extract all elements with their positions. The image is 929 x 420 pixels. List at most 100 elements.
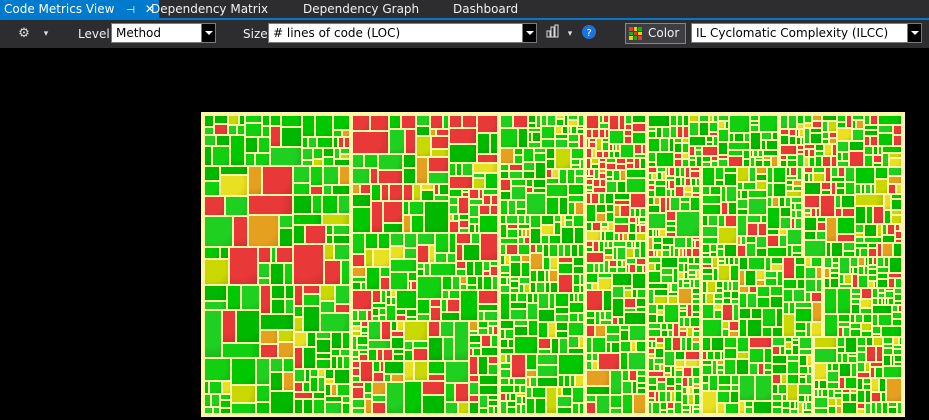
treemap-cell[interactable] <box>270 126 281 147</box>
treemap-cell[interactable] <box>513 115 528 128</box>
treemap-cell[interactable] <box>632 115 646 123</box>
treemap-cell[interactable] <box>728 281 732 291</box>
treemap-cell[interactable] <box>891 199 902 210</box>
treemap-cell[interactable] <box>586 263 594 273</box>
treemap-cell[interactable] <box>702 146 718 156</box>
treemap-cell[interactable] <box>260 285 271 314</box>
treemap-cell[interactable] <box>488 321 498 326</box>
treemap-cell[interactable] <box>320 301 335 313</box>
treemap-cell[interactable] <box>828 389 834 398</box>
treemap-cell[interactable] <box>609 115 619 130</box>
treemap-cell[interactable] <box>577 129 584 134</box>
treemap-cell[interactable] <box>220 394 231 400</box>
treemap-cell[interactable] <box>830 268 839 273</box>
treemap-cell[interactable] <box>613 241 626 247</box>
treemap-cell[interactable] <box>681 337 686 351</box>
treemap-cell[interactable] <box>739 375 755 401</box>
treemap-cell[interactable] <box>361 327 368 333</box>
treemap-cell[interactable] <box>541 235 549 244</box>
treemap-cell[interactable] <box>360 361 373 382</box>
treemap-cell[interactable] <box>293 195 312 214</box>
treemap-cell[interactable] <box>668 292 678 296</box>
treemap-cell[interactable] <box>293 225 305 244</box>
treemap-cell[interactable] <box>864 115 870 125</box>
treemap-cell[interactable] <box>864 146 873 155</box>
treemap-cell[interactable] <box>872 326 881 334</box>
treemap-cell[interactable] <box>702 304 714 319</box>
treemap-cell[interactable] <box>692 248 700 257</box>
treemap-cell[interactable] <box>799 377 806 384</box>
treemap-cell[interactable] <box>812 302 822 322</box>
treemap-cell[interactable] <box>737 352 749 359</box>
treemap-cell[interactable] <box>556 119 564 126</box>
treemap-cell[interactable] <box>500 385 514 393</box>
treemap-cell[interactable] <box>670 115 677 126</box>
treemap-cell[interactable] <box>693 327 700 331</box>
treemap-cell[interactable] <box>855 233 864 237</box>
treemap-cell[interactable] <box>352 115 370 131</box>
treemap-cell[interactable] <box>624 312 646 325</box>
treemap-cell[interactable] <box>695 150 702 156</box>
treemap-cell[interactable] <box>303 306 320 332</box>
treemap-cell[interactable] <box>778 384 787 394</box>
treemap-cell[interactable] <box>728 142 750 150</box>
treemap-cell[interactable] <box>816 208 820 217</box>
treemap-cell[interactable] <box>692 240 695 248</box>
treemap-cell[interactable] <box>458 197 469 214</box>
treemap-cell[interactable] <box>851 299 860 304</box>
treemap-cell[interactable] <box>648 337 656 341</box>
treemap-cell[interactable] <box>632 273 646 289</box>
treemap-cell[interactable] <box>811 292 822 302</box>
treemap-cell[interactable] <box>648 205 660 213</box>
treemap-cell[interactable] <box>441 312 460 321</box>
treemap-cell[interactable] <box>796 137 801 145</box>
treemap-cell[interactable] <box>783 289 793 302</box>
treemap-cell[interactable] <box>824 288 837 314</box>
treemap-cell[interactable] <box>559 169 567 184</box>
treemap-cell[interactable] <box>500 215 506 224</box>
treemap-cell[interactable] <box>717 403 725 414</box>
treemap-cell[interactable] <box>764 370 772 375</box>
treemap-cell[interactable] <box>449 176 473 189</box>
treemap-cell[interactable] <box>613 144 616 151</box>
treemap-cell[interactable] <box>479 375 498 385</box>
treemap-cell[interactable] <box>692 367 700 377</box>
treemap-cell[interactable] <box>792 337 799 340</box>
treemap-cell[interactable] <box>888 273 902 278</box>
treemap-cell[interactable] <box>878 293 885 298</box>
treemap-cell[interactable] <box>592 283 598 290</box>
treemap-cell[interactable] <box>648 197 654 205</box>
treemap-cell[interactable] <box>750 121 759 125</box>
treemap-cell[interactable] <box>357 336 368 345</box>
treemap-cell[interactable] <box>828 121 837 132</box>
treemap-cell[interactable] <box>606 204 614 212</box>
treemap-cell[interactable] <box>634 158 640 169</box>
treemap-cell[interactable] <box>586 311 595 318</box>
treemap-cell[interactable] <box>743 182 756 190</box>
treemap-cell[interactable] <box>460 276 467 284</box>
treemap-cell[interactable] <box>636 298 646 307</box>
treemap-cell[interactable] <box>352 233 365 254</box>
treemap-cell[interactable] <box>335 304 350 313</box>
treemap-cell[interactable] <box>586 204 596 222</box>
treemap-cell[interactable] <box>679 248 683 257</box>
treemap-cell[interactable] <box>780 346 785 355</box>
treemap-cell[interactable] <box>746 243 756 257</box>
treemap-cell[interactable] <box>813 167 825 173</box>
treemap-cell[interactable] <box>312 195 322 214</box>
treemap-cell[interactable] <box>891 215 902 224</box>
treemap-cell[interactable] <box>734 257 739 265</box>
treemap-cell[interactable] <box>803 402 806 410</box>
treemap-cell[interactable] <box>293 244 324 285</box>
treemap-cell[interactable] <box>678 288 692 304</box>
treemap-cell[interactable] <box>586 193 591 204</box>
treemap-cell[interactable] <box>594 169 599 179</box>
treemap-cell[interactable] <box>766 140 778 150</box>
treemap-cell[interactable] <box>702 365 712 375</box>
treemap-cell[interactable] <box>352 321 361 326</box>
treemap-cell[interactable] <box>378 154 403 170</box>
treemap-cell[interactable] <box>390 259 417 272</box>
treemap-cell[interactable] <box>543 244 549 257</box>
treemap-cell[interactable] <box>458 402 469 414</box>
treemap-cell[interactable] <box>609 151 614 158</box>
